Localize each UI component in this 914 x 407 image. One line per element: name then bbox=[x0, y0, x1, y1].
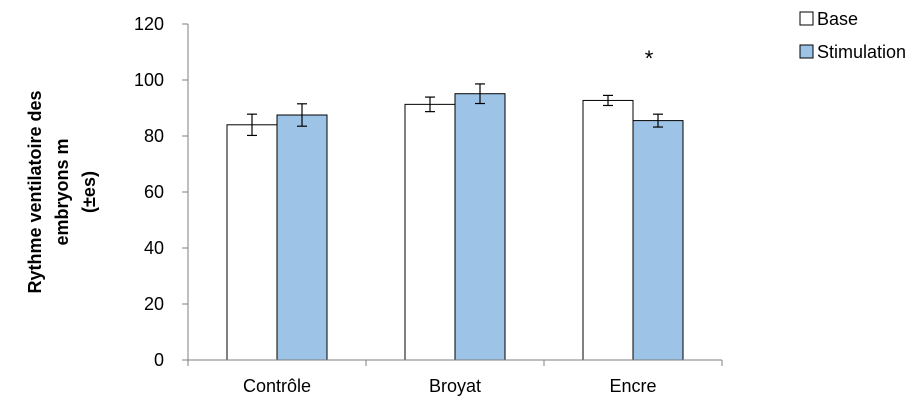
legend-swatch-base bbox=[799, 11, 814, 26]
legend-swatch-stimulation bbox=[799, 44, 814, 59]
legend-label-stimulation: Stimulation bbox=[817, 42, 906, 62]
x-tick-label: Broyat bbox=[429, 376, 481, 396]
legend: Base Stimulation bbox=[799, 9, 906, 62]
y-tick-label: 60 bbox=[144, 182, 164, 202]
annotations: * bbox=[645, 46, 654, 71]
y-axis-label-line-2: embryons m bbox=[52, 138, 72, 245]
bar-base-1 bbox=[404, 103, 456, 361]
x-tick-label: Encre bbox=[609, 376, 656, 396]
bars bbox=[226, 93, 684, 361]
bar-base-0 bbox=[226, 124, 278, 361]
bar-stimulation-2 bbox=[632, 120, 684, 361]
y-tick-label: 40 bbox=[144, 238, 164, 258]
bar-stimulation-1 bbox=[454, 93, 506, 361]
axes bbox=[187, 24, 722, 361]
y-tick-label: 80 bbox=[144, 126, 164, 146]
y-tick-label: 100 bbox=[134, 70, 164, 90]
significance-annotation: * bbox=[645, 46, 654, 71]
x-axis-ticks: Contrôle Broyat Encre bbox=[187, 360, 723, 396]
bar-base-2 bbox=[582, 99, 634, 361]
bar-stimulation-0 bbox=[276, 114, 328, 361]
y-axis-label-line-1: Rythme ventilatoire des bbox=[25, 90, 45, 293]
y-tick-label: 20 bbox=[144, 294, 164, 314]
y-axis-label-line-3: (±es) bbox=[79, 171, 99, 213]
y-tick-label: 0 bbox=[154, 350, 164, 370]
y-tick-label: 120 bbox=[134, 14, 164, 34]
x-tick-label: Contrôle bbox=[243, 376, 311, 396]
error-bars bbox=[247, 83, 663, 137]
y-axis-ticks: 0 20 40 60 80 100 120 bbox=[134, 14, 188, 370]
y-axis-label: Rythme ventilatoire des embryons m (±es) bbox=[25, 90, 99, 293]
legend-label-base: Base bbox=[817, 9, 858, 29]
